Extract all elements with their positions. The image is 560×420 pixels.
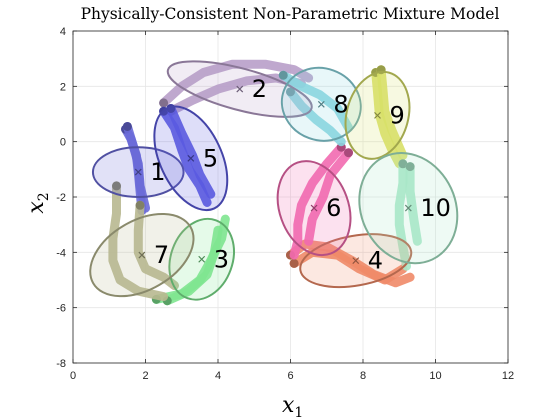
y-axis-symbol: x bbox=[24, 201, 49, 214]
center-marker-2 bbox=[236, 85, 244, 93]
trajectory-2 bbox=[159, 59, 314, 108]
component-label-6: 6 bbox=[326, 194, 341, 222]
trajectory-start-marker-8 bbox=[286, 87, 295, 97]
trajectory-8 bbox=[278, 70, 353, 133]
trajectory-start-marker-10 bbox=[398, 159, 408, 169]
component-label-8: 8 bbox=[333, 90, 348, 118]
trajectory-2 bbox=[166, 73, 306, 116]
y-tick-label: -4 bbox=[56, 247, 66, 259]
y-axis-subscript: 2 bbox=[36, 192, 52, 201]
component-label-10: 10 bbox=[420, 194, 451, 222]
center-marker-4 bbox=[352, 257, 360, 265]
component-label-4: 4 bbox=[368, 247, 383, 275]
ellipse-layer bbox=[89, 60, 459, 301]
center-marker-9 bbox=[374, 111, 381, 119]
trajectory-10 bbox=[394, 159, 411, 271]
trajectory-7 bbox=[133, 200, 179, 290]
center-marker-8 bbox=[317, 100, 325, 108]
trajectory-start-marker-1 bbox=[122, 121, 132, 131]
center-marker-5 bbox=[187, 154, 195, 162]
component-label-5: 5 bbox=[203, 144, 218, 172]
y-tick-label: 4 bbox=[60, 26, 66, 38]
x-axis-symbol: x bbox=[282, 393, 295, 418]
trajectory-10 bbox=[405, 162, 422, 246]
trajectory-start-marker-4 bbox=[289, 258, 299, 268]
trajectory-start-marker-7 bbox=[135, 200, 145, 210]
x-tick-label: 4 bbox=[215, 370, 221, 382]
chart-title: Physically-Consistent Non-Parametric Mix… bbox=[81, 5, 500, 23]
y-tick-label: -6 bbox=[56, 303, 66, 315]
x-axis-subscript: 1 bbox=[294, 405, 303, 420]
component-label-3: 3 bbox=[214, 245, 229, 273]
y-tick-label: -2 bbox=[56, 192, 66, 204]
x-tick-label: 12 bbox=[502, 370, 514, 382]
trajectory-9 bbox=[376, 65, 408, 160]
y-tick-label: 0 bbox=[60, 137, 66, 149]
trajectory-5 bbox=[166, 104, 216, 199]
component-label-1: 1 bbox=[150, 158, 165, 186]
trajectory-5 bbox=[159, 106, 212, 207]
y-axis-title: x2 bbox=[24, 192, 52, 213]
center-marker-6 bbox=[310, 204, 318, 212]
trajectory-start-marker-2 bbox=[159, 98, 169, 108]
x-tick-label: 10 bbox=[429, 370, 441, 382]
trajectory-start-marker-8 bbox=[278, 70, 288, 80]
trajectory-start-marker-10 bbox=[405, 162, 415, 172]
x-tick-label: 6 bbox=[287, 370, 293, 382]
center-marker-10 bbox=[404, 204, 412, 212]
trajectory-start-marker-6 bbox=[344, 148, 353, 158]
y-tick-label: -8 bbox=[56, 358, 66, 370]
x-tick-label: 0 bbox=[70, 370, 76, 382]
trajectory-1 bbox=[122, 122, 150, 213]
component-label-2: 2 bbox=[252, 75, 267, 103]
x-tick-label: 2 bbox=[142, 370, 148, 382]
component-label-7: 7 bbox=[154, 241, 169, 269]
center-marker-1 bbox=[134, 168, 142, 176]
center-marker-7 bbox=[138, 251, 146, 259]
trajectory-6 bbox=[304, 148, 353, 246]
trajectory-9 bbox=[371, 68, 404, 169]
component-label-layer: 1 2 3 4 5 6 8 9 10 7 bbox=[150, 75, 451, 275]
component-label-9: 9 bbox=[390, 101, 405, 129]
x-tick-label: 8 bbox=[360, 370, 366, 382]
trajectory-7 bbox=[108, 181, 169, 302]
y-tick-label: 2 bbox=[60, 81, 66, 93]
center-marker-3 bbox=[198, 255, 206, 263]
trajectory-start-marker-7 bbox=[112, 181, 121, 191]
trajectory-6 bbox=[289, 142, 346, 260]
trajectory-8 bbox=[286, 87, 346, 147]
x-axis-title: x1 bbox=[282, 393, 303, 420]
